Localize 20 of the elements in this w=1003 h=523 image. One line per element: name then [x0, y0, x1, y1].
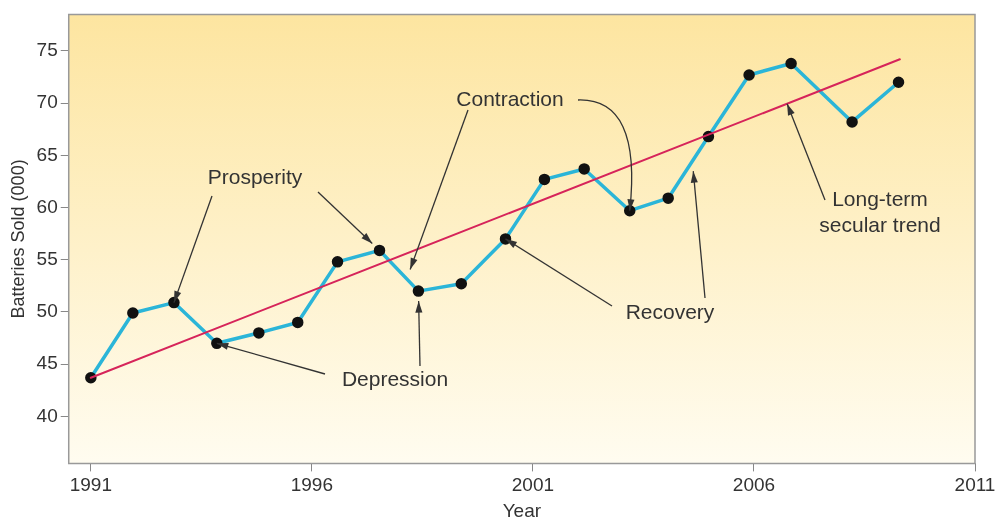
- x-tick-label: 2001: [511, 474, 555, 496]
- y-tick-label: 40: [36, 404, 58, 426]
- x-tick-label: 1996: [290, 474, 334, 496]
- annotation: Depression: [341, 366, 449, 390]
- annotation: Recovery: [625, 299, 715, 323]
- annotation: Long-term secular trend: [819, 186, 941, 236]
- x-axis-title: Year: [502, 499, 542, 521]
- y-tick-label: 50: [36, 300, 58, 322]
- x-tick-label: 1991: [69, 474, 112, 496]
- x-tick-label: 2011: [954, 474, 996, 496]
- y-tick-label: 55: [36, 248, 58, 270]
- y-tick-label: 45: [36, 352, 58, 374]
- y-axis-title: Batteries Sold (000): [7, 159, 28, 319]
- y-tick-label: 70: [36, 91, 58, 113]
- y-tick-label: 75: [36, 39, 58, 61]
- y-tick-label: 65: [36, 143, 58, 165]
- annotation: Contraction: [456, 86, 564, 110]
- x-tick-label: 2006: [732, 474, 776, 496]
- annotation: Prosperity: [207, 164, 303, 188]
- y-tick-label: 60: [36, 195, 58, 217]
